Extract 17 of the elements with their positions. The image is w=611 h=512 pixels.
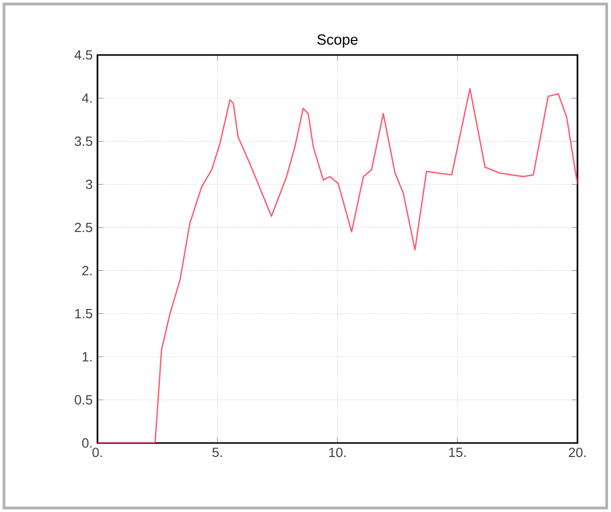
y-tick-label: 1.5 xyxy=(75,309,92,318)
x-tick-label: 15. xyxy=(449,448,466,458)
y-tick-label: 4.5 xyxy=(74,50,92,60)
y-tick-label: 2. xyxy=(82,266,92,276)
y-tick-label: 0.5 xyxy=(74,395,92,405)
chart-title: Scope xyxy=(317,34,358,48)
y-tick-label: 4. xyxy=(82,94,92,103)
y-tick-label: 1. xyxy=(82,352,92,362)
line-series xyxy=(97,88,578,443)
y-tick-label: 3.5 xyxy=(74,136,92,146)
x-tick-label: 10. xyxy=(329,448,346,458)
x-tick-label: 0. xyxy=(92,448,102,458)
x-tick-label: 5. xyxy=(212,448,222,458)
y-tick-label: 0. xyxy=(82,438,92,448)
y-tick-label: 3 xyxy=(86,180,92,190)
y-tick-label: 2.5 xyxy=(74,222,92,232)
x-tick-label: 20. xyxy=(568,448,586,458)
